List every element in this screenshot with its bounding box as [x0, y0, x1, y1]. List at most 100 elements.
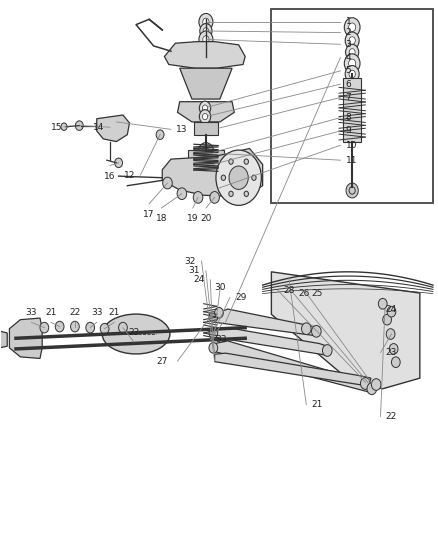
- Circle shape: [203, 18, 209, 26]
- Circle shape: [209, 328, 218, 338]
- Circle shape: [252, 175, 256, 180]
- Bar: [187, 150, 224, 158]
- Circle shape: [200, 23, 212, 38]
- Text: 22: 22: [69, 308, 81, 317]
- Circle shape: [193, 191, 203, 203]
- Text: 33: 33: [91, 308, 102, 317]
- Circle shape: [349, 37, 355, 44]
- Circle shape: [75, 121, 83, 131]
- Text: 3: 3: [346, 40, 351, 49]
- Text: 24: 24: [193, 275, 205, 284]
- Circle shape: [210, 191, 219, 203]
- Text: 31: 31: [189, 266, 200, 275]
- Circle shape: [386, 329, 395, 340]
- Text: 26: 26: [298, 288, 310, 297]
- Text: 20: 20: [200, 214, 212, 223]
- Circle shape: [221, 175, 226, 180]
- Circle shape: [203, 28, 208, 34]
- Circle shape: [349, 23, 356, 31]
- Text: 4: 4: [346, 53, 351, 62]
- Text: 10: 10: [346, 141, 357, 150]
- Circle shape: [349, 187, 355, 194]
- Polygon shape: [164, 42, 245, 68]
- Circle shape: [244, 159, 248, 164]
- Circle shape: [387, 306, 396, 317]
- FancyBboxPatch shape: [272, 9, 433, 203]
- Text: 21: 21: [311, 400, 323, 409]
- Circle shape: [100, 324, 109, 334]
- Text: 25: 25: [311, 288, 323, 297]
- Circle shape: [344, 54, 360, 73]
- Circle shape: [198, 143, 214, 162]
- Circle shape: [322, 345, 332, 357]
- Circle shape: [311, 326, 321, 337]
- Circle shape: [215, 308, 223, 318]
- Text: 33: 33: [215, 335, 227, 344]
- Text: 12: 12: [124, 171, 135, 180]
- Circle shape: [199, 13, 213, 30]
- Circle shape: [229, 166, 248, 189]
- Text: 32: 32: [184, 257, 196, 265]
- Bar: [201, 150, 211, 175]
- Circle shape: [209, 312, 218, 322]
- Polygon shape: [272, 272, 420, 389]
- Polygon shape: [0, 322, 7, 349]
- Circle shape: [177, 188, 187, 199]
- Text: 28: 28: [283, 286, 295, 295]
- Circle shape: [203, 36, 209, 43]
- Text: 18: 18: [155, 214, 167, 223]
- Text: 15: 15: [51, 123, 63, 132]
- Circle shape: [86, 322, 95, 333]
- Circle shape: [202, 148, 209, 157]
- Polygon shape: [177, 102, 234, 122]
- Polygon shape: [10, 318, 42, 359]
- Text: 17: 17: [143, 210, 155, 219]
- Circle shape: [115, 158, 123, 167]
- Circle shape: [346, 44, 359, 60]
- Text: 33: 33: [25, 308, 37, 317]
- Text: 11: 11: [346, 156, 357, 165]
- Circle shape: [209, 343, 218, 353]
- Text: 21: 21: [109, 308, 120, 317]
- Circle shape: [389, 344, 398, 354]
- Text: 30: 30: [215, 282, 226, 292]
- Text: 19: 19: [187, 214, 198, 223]
- Bar: [343, 78, 361, 142]
- Circle shape: [244, 191, 248, 197]
- Circle shape: [199, 156, 213, 173]
- Circle shape: [367, 383, 377, 394]
- Text: 1: 1: [346, 18, 351, 27]
- Circle shape: [345, 66, 359, 83]
- Circle shape: [216, 150, 261, 205]
- Circle shape: [202, 105, 208, 111]
- Circle shape: [229, 159, 233, 164]
- Circle shape: [392, 357, 400, 368]
- Circle shape: [229, 191, 233, 197]
- Circle shape: [344, 18, 360, 37]
- Polygon shape: [162, 149, 263, 196]
- Circle shape: [346, 183, 358, 198]
- Circle shape: [61, 123, 67, 131]
- Circle shape: [378, 298, 387, 309]
- Text: 16: 16: [104, 172, 116, 181]
- Circle shape: [349, 49, 355, 56]
- Text: 22: 22: [128, 328, 139, 337]
- Circle shape: [71, 321, 79, 332]
- Text: 27: 27: [156, 357, 168, 366]
- Text: 6: 6: [346, 79, 351, 88]
- Circle shape: [345, 32, 359, 49]
- Circle shape: [156, 130, 164, 140]
- Text: 29: 29: [235, 293, 247, 302]
- Text: 23: 23: [386, 348, 397, 357]
- Circle shape: [360, 377, 370, 389]
- Text: 9: 9: [346, 126, 351, 135]
- Text: 24: 24: [386, 304, 397, 313]
- Polygon shape: [215, 328, 330, 356]
- Polygon shape: [97, 115, 130, 142]
- Circle shape: [119, 322, 127, 333]
- Polygon shape: [215, 341, 376, 393]
- Circle shape: [199, 31, 213, 48]
- Text: 7: 7: [346, 93, 351, 102]
- Text: 8: 8: [346, 113, 351, 122]
- Circle shape: [349, 59, 356, 68]
